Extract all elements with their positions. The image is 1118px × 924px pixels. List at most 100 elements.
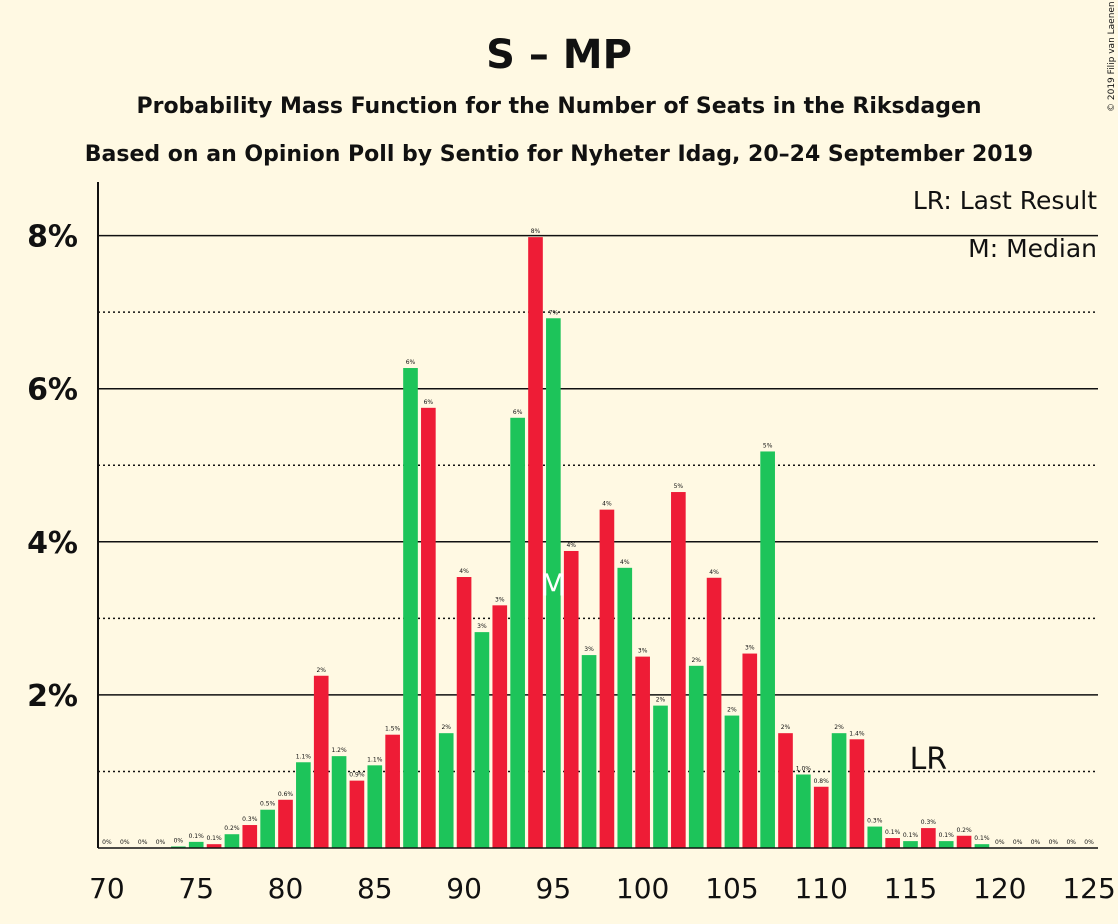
data-label-81: 1.1%: [296, 753, 312, 760]
chart-subtitle-1: Probability Mass Function for the Number…: [136, 94, 981, 119]
bar-76: [206, 844, 222, 848]
data-label-70: 0%: [102, 839, 112, 846]
data-label-119: 0.1%: [974, 835, 990, 842]
data-label-75: 0.1%: [189, 833, 205, 840]
bar-108: [778, 733, 793, 848]
bar-89: [438, 733, 454, 848]
data-label-91: 3%: [477, 623, 487, 630]
bar-97: [581, 655, 597, 848]
bar-113: [867, 826, 883, 848]
bar-95: [546, 318, 561, 848]
bar-115: [903, 841, 918, 848]
data-label-92: 3%: [495, 596, 505, 603]
bar-111: [831, 733, 847, 848]
x-tick-label: 80: [268, 872, 304, 905]
bar-102: [671, 492, 686, 848]
copyright-note: © 2019 Filip van Laenen: [1107, 1, 1117, 112]
median-marker: M: [540, 568, 566, 603]
data-label-82: 2%: [316, 667, 326, 674]
legend-median: M: Median: [968, 234, 1097, 263]
data-label-85: 1.1%: [367, 756, 383, 763]
data-label-84: 0.9%: [349, 772, 365, 779]
x-tick-label: 90: [446, 872, 482, 905]
bar-90: [456, 577, 472, 848]
x-tick-label: 85: [357, 872, 393, 905]
bar-103: [688, 665, 704, 848]
data-label-117: 0.1%: [939, 832, 955, 839]
data-label-115: 0.1%: [903, 832, 919, 839]
bar-80: [278, 799, 293, 848]
data-label-101: 2%: [656, 697, 666, 704]
bar-105: [724, 715, 740, 848]
data-label-89: 2%: [441, 724, 451, 731]
x-tick-label: 105: [705, 872, 758, 905]
x-tick-label: 115: [884, 872, 937, 905]
bar-91: [474, 632, 490, 848]
bar-100: [635, 656, 650, 848]
data-label-86: 1.5%: [385, 726, 401, 733]
data-label-106: 3%: [745, 645, 755, 652]
bar-86: [385, 734, 400, 848]
data-labels: 0% 0% 0% 0% 0%0.1% 0.1%0.2%0.3%0.5%0.6%1.1%2%…: [102, 228, 1094, 846]
y-tick-label: 4%: [27, 526, 78, 561]
bar-88: [421, 407, 436, 848]
x-tick-label: 100: [616, 872, 669, 905]
bar-112: [849, 739, 865, 848]
bar-99: [617, 567, 633, 848]
bar-78: [242, 825, 258, 848]
data-label-78: 0.3%: [242, 816, 258, 823]
data-label-93: 6%: [513, 409, 523, 416]
bar-109: [796, 774, 811, 848]
data-label-96: 4%: [566, 542, 576, 549]
data-label-102: 5%: [674, 483, 684, 490]
data-label-80: 0.6%: [278, 791, 294, 798]
data-label-99: 4%: [620, 559, 630, 566]
data-label-76: 0.1%: [206, 835, 222, 842]
data-label-95: 7%: [549, 309, 559, 316]
data-label-114: 0.1%: [885, 829, 901, 836]
data-label-107: 5%: [763, 442, 773, 449]
data-label-77: 0.2%: [224, 825, 240, 832]
last-result-marker: LR: [910, 742, 948, 777]
x-axis-ticks: 70 75 80 85 90 95 100 105 110 115 120 125: [89, 872, 1116, 905]
bar-106: [742, 653, 758, 848]
bar-87: [403, 368, 418, 848]
bar-117: [938, 841, 954, 848]
data-label-111: 2%: [834, 724, 844, 731]
data-label-104: 4%: [709, 569, 719, 576]
y-tick-label: 8%: [27, 220, 78, 255]
y-tick-label: 2%: [27, 679, 78, 714]
x-tick-label: 75: [178, 872, 214, 905]
data-label-124: 0%: [1066, 839, 1076, 846]
data-label-90: 4%: [459, 568, 469, 575]
data-label-100: 3%: [638, 648, 648, 655]
x-tick-label: 110: [794, 872, 847, 905]
bar-94: [528, 237, 543, 848]
bar-116: [921, 828, 936, 848]
data-label-98: 4%: [602, 501, 612, 508]
data-label-97: 3%: [584, 646, 594, 653]
data-label-112: 1.4%: [849, 730, 865, 737]
gridlines: [98, 234, 1098, 773]
bar-118: [956, 835, 972, 848]
data-label-109: 1.0%: [796, 766, 812, 773]
data-label-122: 0%: [1031, 839, 1041, 846]
data-label-118: 0.2%: [956, 827, 972, 834]
data-label-94: 8%: [531, 228, 541, 235]
data-label-108: 2%: [781, 724, 791, 731]
data-label-121: 0%: [1013, 839, 1023, 846]
y-tick-label: 6%: [27, 373, 78, 408]
data-label-72: 0%: [138, 839, 148, 846]
x-tick-label: 95: [536, 872, 572, 905]
y-axis-ticks: 2% 4% 6% 8%: [27, 220, 78, 714]
bar-79: [260, 809, 275, 848]
x-tick-label: 125: [1062, 872, 1115, 905]
data-label-103: 2%: [691, 657, 701, 664]
bar-110: [813, 786, 829, 848]
chart-subtitle-2: Based on an Opinion Poll by Sentio for N…: [85, 142, 1033, 167]
data-label-88: 6%: [424, 399, 434, 406]
data-label-73: 0%: [156, 839, 166, 846]
bars: [171, 237, 990, 848]
chart-title: S – MP: [486, 32, 632, 78]
bar-83: [331, 756, 347, 848]
